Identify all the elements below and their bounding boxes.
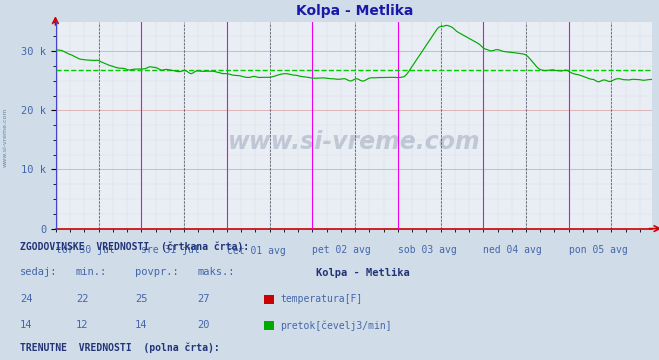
Text: 20: 20: [198, 320, 210, 330]
Text: 24: 24: [20, 294, 32, 304]
Text: temperatura[F]: temperatura[F]: [280, 294, 362, 304]
Text: pet 02 avg: pet 02 avg: [312, 245, 371, 255]
Text: 27: 27: [198, 294, 210, 304]
Text: sre 31 jul: sre 31 jul: [142, 245, 200, 255]
Text: povpr.:: povpr.:: [135, 267, 179, 278]
Text: ZGODOVINSKE  VREDNOSTI  (črtkana črta):: ZGODOVINSKE VREDNOSTI (črtkana črta):: [20, 241, 249, 252]
Text: www.si-vreme.com: www.si-vreme.com: [3, 107, 8, 167]
Text: pon 05 avg: pon 05 avg: [569, 245, 627, 255]
Text: maks.:: maks.:: [198, 267, 235, 278]
Text: 25: 25: [135, 294, 148, 304]
Text: min.:: min.:: [76, 267, 107, 278]
Text: čet 01 avg: čet 01 avg: [227, 245, 285, 256]
Title: Kolpa - Metlika: Kolpa - Metlika: [295, 4, 413, 18]
Text: sedaj:: sedaj:: [20, 267, 57, 278]
Text: TRENUTNE  VREDNOSTI  (polna črta):: TRENUTNE VREDNOSTI (polna črta):: [20, 342, 219, 353]
Text: sob 03 avg: sob 03 avg: [398, 245, 457, 255]
Text: 14: 14: [20, 320, 32, 330]
Text: ned 04 avg: ned 04 avg: [483, 245, 542, 255]
Text: 14: 14: [135, 320, 148, 330]
Text: tor 30 jul: tor 30 jul: [56, 245, 115, 255]
Text: www.si-vreme.com: www.si-vreme.com: [228, 130, 480, 154]
Text: Kolpa - Metlika: Kolpa - Metlika: [316, 267, 410, 278]
Text: pretok[čevelj3/min]: pretok[čevelj3/min]: [280, 320, 391, 330]
Text: 22: 22: [76, 294, 88, 304]
Text: 12: 12: [76, 320, 88, 330]
